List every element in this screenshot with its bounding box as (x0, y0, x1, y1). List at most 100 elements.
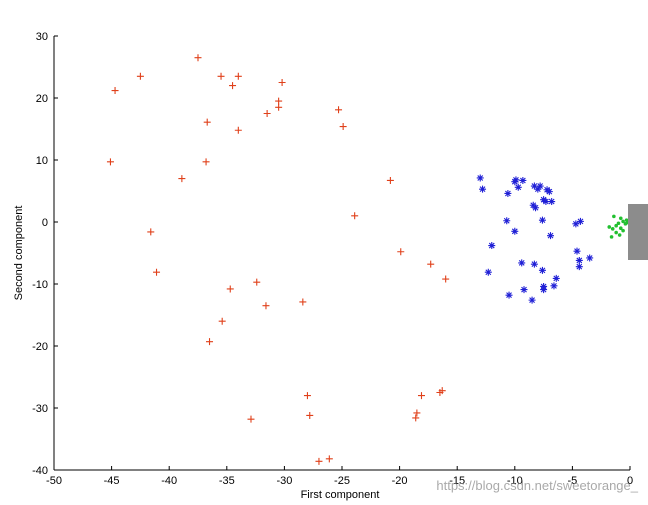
plus-marker (202, 158, 210, 166)
star-marker (545, 188, 553, 196)
plus-marker (106, 158, 114, 166)
plus-marker (203, 118, 211, 126)
star-marker (540, 282, 548, 290)
dot-marker (617, 233, 622, 237)
plus-marker (325, 455, 333, 463)
star-marker (532, 204, 540, 212)
plus-marker (262, 302, 270, 310)
star-marker (518, 259, 526, 267)
star-marker (575, 256, 583, 264)
star-marker (528, 296, 536, 304)
plus-marker (218, 317, 226, 325)
plus-marker (397, 248, 405, 256)
star-marker (548, 198, 556, 206)
series-star (476, 174, 594, 304)
x-tick-label: -15 (449, 475, 465, 487)
star-marker (530, 260, 538, 268)
star-marker (476, 174, 484, 182)
plus-marker (147, 228, 155, 236)
plus-marker (412, 414, 420, 422)
axes: -50 -45 -40 -35 -30 -25 -20 -15 -10 -5 0-40-30-20-… (32, 31, 633, 487)
plus-marker (263, 110, 271, 117)
star-marker (552, 274, 560, 282)
x-tick-label: -30 (276, 475, 292, 487)
star-marker (576, 217, 584, 225)
plus-marker (386, 176, 394, 184)
dot-marker (607, 225, 612, 229)
y-tick-label: -40 (32, 465, 48, 477)
plus-marker (417, 392, 425, 400)
dot-marker (621, 219, 625, 224)
plus-marker (194, 54, 202, 62)
star-marker (575, 263, 583, 271)
star-marker (504, 189, 512, 197)
plus-marker (335, 106, 343, 114)
series-plus (106, 54, 450, 465)
gray-overlay-box (628, 204, 648, 260)
star-marker (573, 247, 581, 255)
star-marker (586, 254, 594, 262)
plus-marker (436, 389, 444, 396)
star-marker (488, 242, 496, 250)
x-tick-label: -45 (104, 475, 120, 487)
plus-marker (299, 298, 307, 306)
data-marks (106, 54, 630, 465)
y-tick-label: 30 (36, 31, 48, 43)
x-tick-label: -35 (219, 475, 235, 487)
star-marker (520, 286, 528, 294)
y-axis-title: Second component (13, 206, 25, 301)
plus-marker (427, 260, 435, 268)
star-marker (538, 266, 546, 274)
dot-marker (612, 214, 616, 219)
star-marker (547, 232, 555, 240)
plus-marker (413, 409, 421, 417)
plus-marker (229, 82, 237, 90)
plus-marker (275, 97, 283, 105)
star-marker (511, 227, 519, 235)
x-tick-label: 0 (627, 475, 633, 487)
dot-marker (610, 227, 615, 231)
x-tick-label: -10 (507, 475, 523, 487)
star-marker (503, 217, 511, 225)
plus-marker (442, 275, 450, 283)
series-dot (607, 214, 630, 239)
dot-marker (616, 221, 621, 226)
plus-marker (275, 103, 283, 111)
star-marker (511, 178, 519, 186)
x-tick-label: -50 (46, 475, 62, 487)
star-marker (572, 220, 580, 228)
watermark-text: https://blog.csdn.net/sweetorange_ (436, 478, 638, 493)
star-marker (505, 291, 513, 299)
plus-marker (153, 268, 161, 276)
star-marker (479, 185, 487, 193)
dot-marker (618, 226, 623, 230)
star-marker (550, 282, 558, 290)
dot-marker (614, 230, 618, 235)
plus-marker (315, 457, 323, 465)
dot-marker (614, 223, 618, 228)
y-tick-label: 20 (36, 93, 48, 105)
x-tick-label: -5 (568, 475, 578, 487)
plus-marker (206, 338, 214, 346)
plus-marker (351, 212, 359, 220)
plus-marker (178, 175, 186, 183)
plus-marker (339, 123, 347, 131)
x-tick-label: -40 (161, 475, 177, 487)
dot-marker (621, 228, 625, 233)
y-tick-label: 0 (42, 217, 48, 229)
dot-marker (618, 216, 623, 221)
plus-marker (234, 72, 242, 80)
plus-marker (234, 126, 242, 134)
y-tick-label: -20 (32, 341, 48, 353)
x-tick-label: -20 (392, 475, 408, 487)
star-marker (542, 198, 550, 206)
star-marker (484, 268, 492, 276)
star-marker (534, 185, 542, 193)
plus-marker (253, 278, 261, 286)
x-tick-label: -25 (334, 475, 350, 487)
y-tick-label: 10 (36, 155, 48, 167)
star-marker (530, 182, 538, 190)
plus-marker (226, 285, 234, 293)
y-tick-label: -10 (32, 279, 48, 291)
plus-marker (136, 72, 144, 80)
